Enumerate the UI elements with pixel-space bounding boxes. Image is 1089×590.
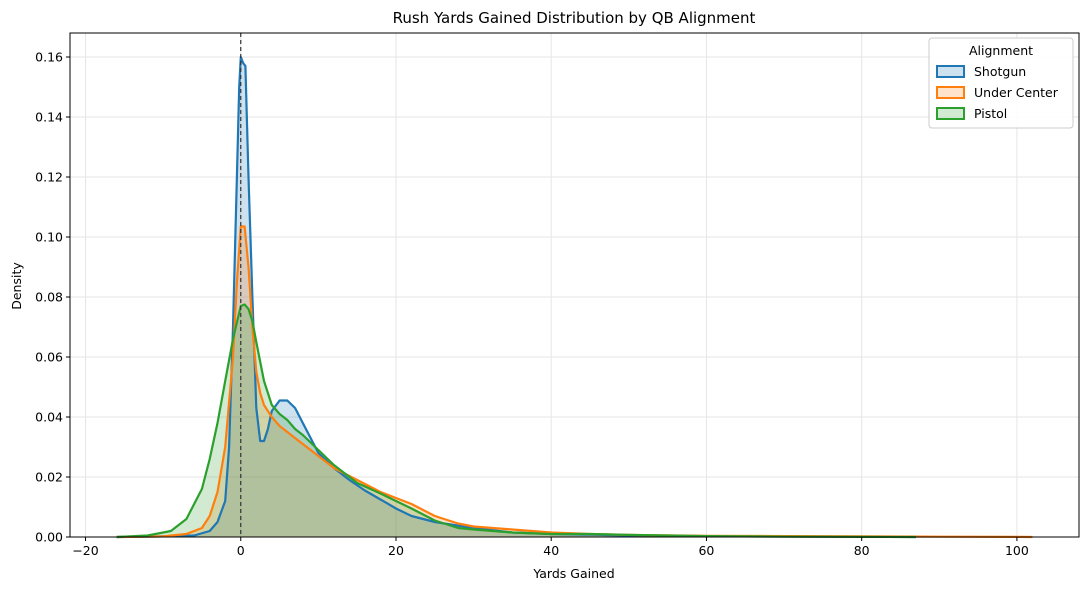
x-tick-label: −20 (72, 543, 98, 558)
y-tick-label: 0.10 (35, 230, 63, 245)
chart-title: Rush Yards Gained Distribution by QB Ali… (393, 9, 756, 27)
legend-title: Alignment (969, 43, 1033, 58)
legend-swatch-under-center (936, 86, 965, 99)
y-tick-label: 0.08 (35, 290, 63, 305)
pistol-density-line (116, 303, 917, 539)
x-tick-label: 60 (698, 543, 714, 558)
y-axis-label: Density (9, 262, 24, 310)
plot-frame (69, 32, 1080, 538)
y-tick-label: 0.12 (35, 170, 63, 185)
x-axis-ticks: −20 0 20 40 60 80 100 (72, 537, 1029, 558)
x-tick-label: 20 (388, 543, 404, 558)
x-tick-label: 40 (543, 543, 559, 558)
legend: Alignment Shotgun Under Center Pistol (928, 37, 1074, 129)
y-tick-label: 0.04 (35, 410, 63, 425)
legend-swatch-pistol (936, 107, 965, 120)
legend-label-pistol: Pistol (974, 106, 1007, 121)
x-tick-label: 0 (237, 543, 245, 558)
y-tick-label: 0.16 (35, 50, 63, 65)
pistol-density-fill (116, 304, 917, 537)
x-tick-label: 80 (854, 543, 870, 558)
y-axis-ticks: 0.00 0.02 0.04 0.06 0.08 0.10 0.12 0.14 0.16 (35, 50, 70, 545)
legend-label-under-center: Under Center (974, 85, 1059, 100)
y-tick-label: 0.06 (35, 350, 63, 365)
y-tick-label: 0.14 (35, 110, 63, 125)
legend-box (928, 37, 1074, 129)
y-tick-label: 0.00 (35, 530, 63, 545)
x-tick-label: 100 (1005, 543, 1029, 558)
y-tick-label: 0.02 (35, 470, 63, 485)
x-axis-label: Yards Gained (532, 566, 614, 581)
legend-swatch-shotgun (936, 65, 965, 78)
grid (70, 33, 1079, 538)
series-layer (116, 55, 1033, 539)
legend-label-shotgun: Shotgun (974, 64, 1026, 79)
